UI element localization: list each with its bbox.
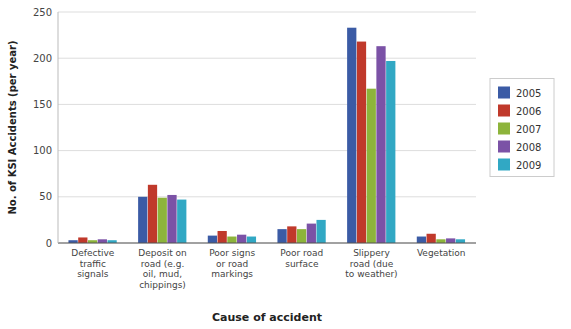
bar <box>307 224 316 243</box>
grid-line <box>58 12 476 13</box>
bar <box>237 235 246 243</box>
y-tick-label: 0 <box>46 238 52 249</box>
y-tick-label: 250 <box>33 7 52 18</box>
bar <box>456 239 465 243</box>
y-tick-label: 200 <box>33 53 52 64</box>
legend-label: 2009 <box>516 160 541 171</box>
bar <box>98 239 107 243</box>
legend-swatch <box>498 87 510 99</box>
y-axis-label: No. of KSI Accidents (per year) <box>7 40 18 214</box>
x-tick-label: Poor signsor roadmarkings <box>209 248 255 279</box>
bar <box>376 46 385 243</box>
bar <box>78 237 87 243</box>
bar <box>218 231 227 243</box>
x-axis <box>58 243 476 244</box>
bar <box>316 220 325 243</box>
legend-label: 2007 <box>516 124 541 135</box>
legend: 2005 2006 2007 2008 2009 <box>490 79 554 177</box>
x-tick-label: Defectivetrafficsignals <box>71 248 114 279</box>
y-tick-label: 150 <box>33 99 52 110</box>
bar <box>357 42 366 243</box>
x-tick-label: Vegetation <box>417 248 466 258</box>
bar <box>167 195 176 243</box>
legend-frame <box>490 79 554 177</box>
bar <box>446 238 455 243</box>
legend-label: 2008 <box>516 142 541 153</box>
bar <box>138 197 147 243</box>
bars <box>68 28 465 243</box>
x-axis-label: Cause of accident <box>212 311 322 324</box>
grid-line <box>58 243 476 244</box>
bar <box>148 185 157 243</box>
bar <box>386 61 395 243</box>
bar <box>297 229 306 243</box>
bar <box>417 237 426 243</box>
chart: 0 50 100 150 200 250 Defectivetrafficsignals De… <box>0 0 571 329</box>
bar <box>277 229 286 243</box>
bar <box>367 89 376 243</box>
bar <box>347 28 356 243</box>
grid-line <box>58 150 476 151</box>
legend-swatch <box>498 141 510 153</box>
bar <box>227 237 236 243</box>
legend-swatch <box>498 159 510 171</box>
x-tick-label: Slipperyroad (dueto weather) <box>345 248 397 279</box>
grid-line <box>58 196 476 197</box>
legend-label: 2005 <box>516 88 541 99</box>
legend-label: 2006 <box>516 106 541 117</box>
bar <box>177 200 186 243</box>
bar <box>158 198 167 243</box>
bar <box>436 239 445 243</box>
bar <box>427 234 436 243</box>
y-axis <box>58 12 59 243</box>
bar <box>247 237 256 243</box>
y-tick-label: 50 <box>39 191 52 202</box>
bar <box>208 236 217 243</box>
grid-line <box>58 58 476 59</box>
y-tick-label: 100 <box>33 145 52 156</box>
x-tick-label: Poor roadsurface <box>280 248 323 269</box>
x-tick-label: Deposit onroad (e.g.oil, mud,chippings) <box>138 248 186 290</box>
bar <box>287 226 296 243</box>
legend-swatch <box>498 123 510 135</box>
grid-line <box>58 104 476 105</box>
grid <box>58 12 476 243</box>
legend-swatch <box>498 105 510 117</box>
